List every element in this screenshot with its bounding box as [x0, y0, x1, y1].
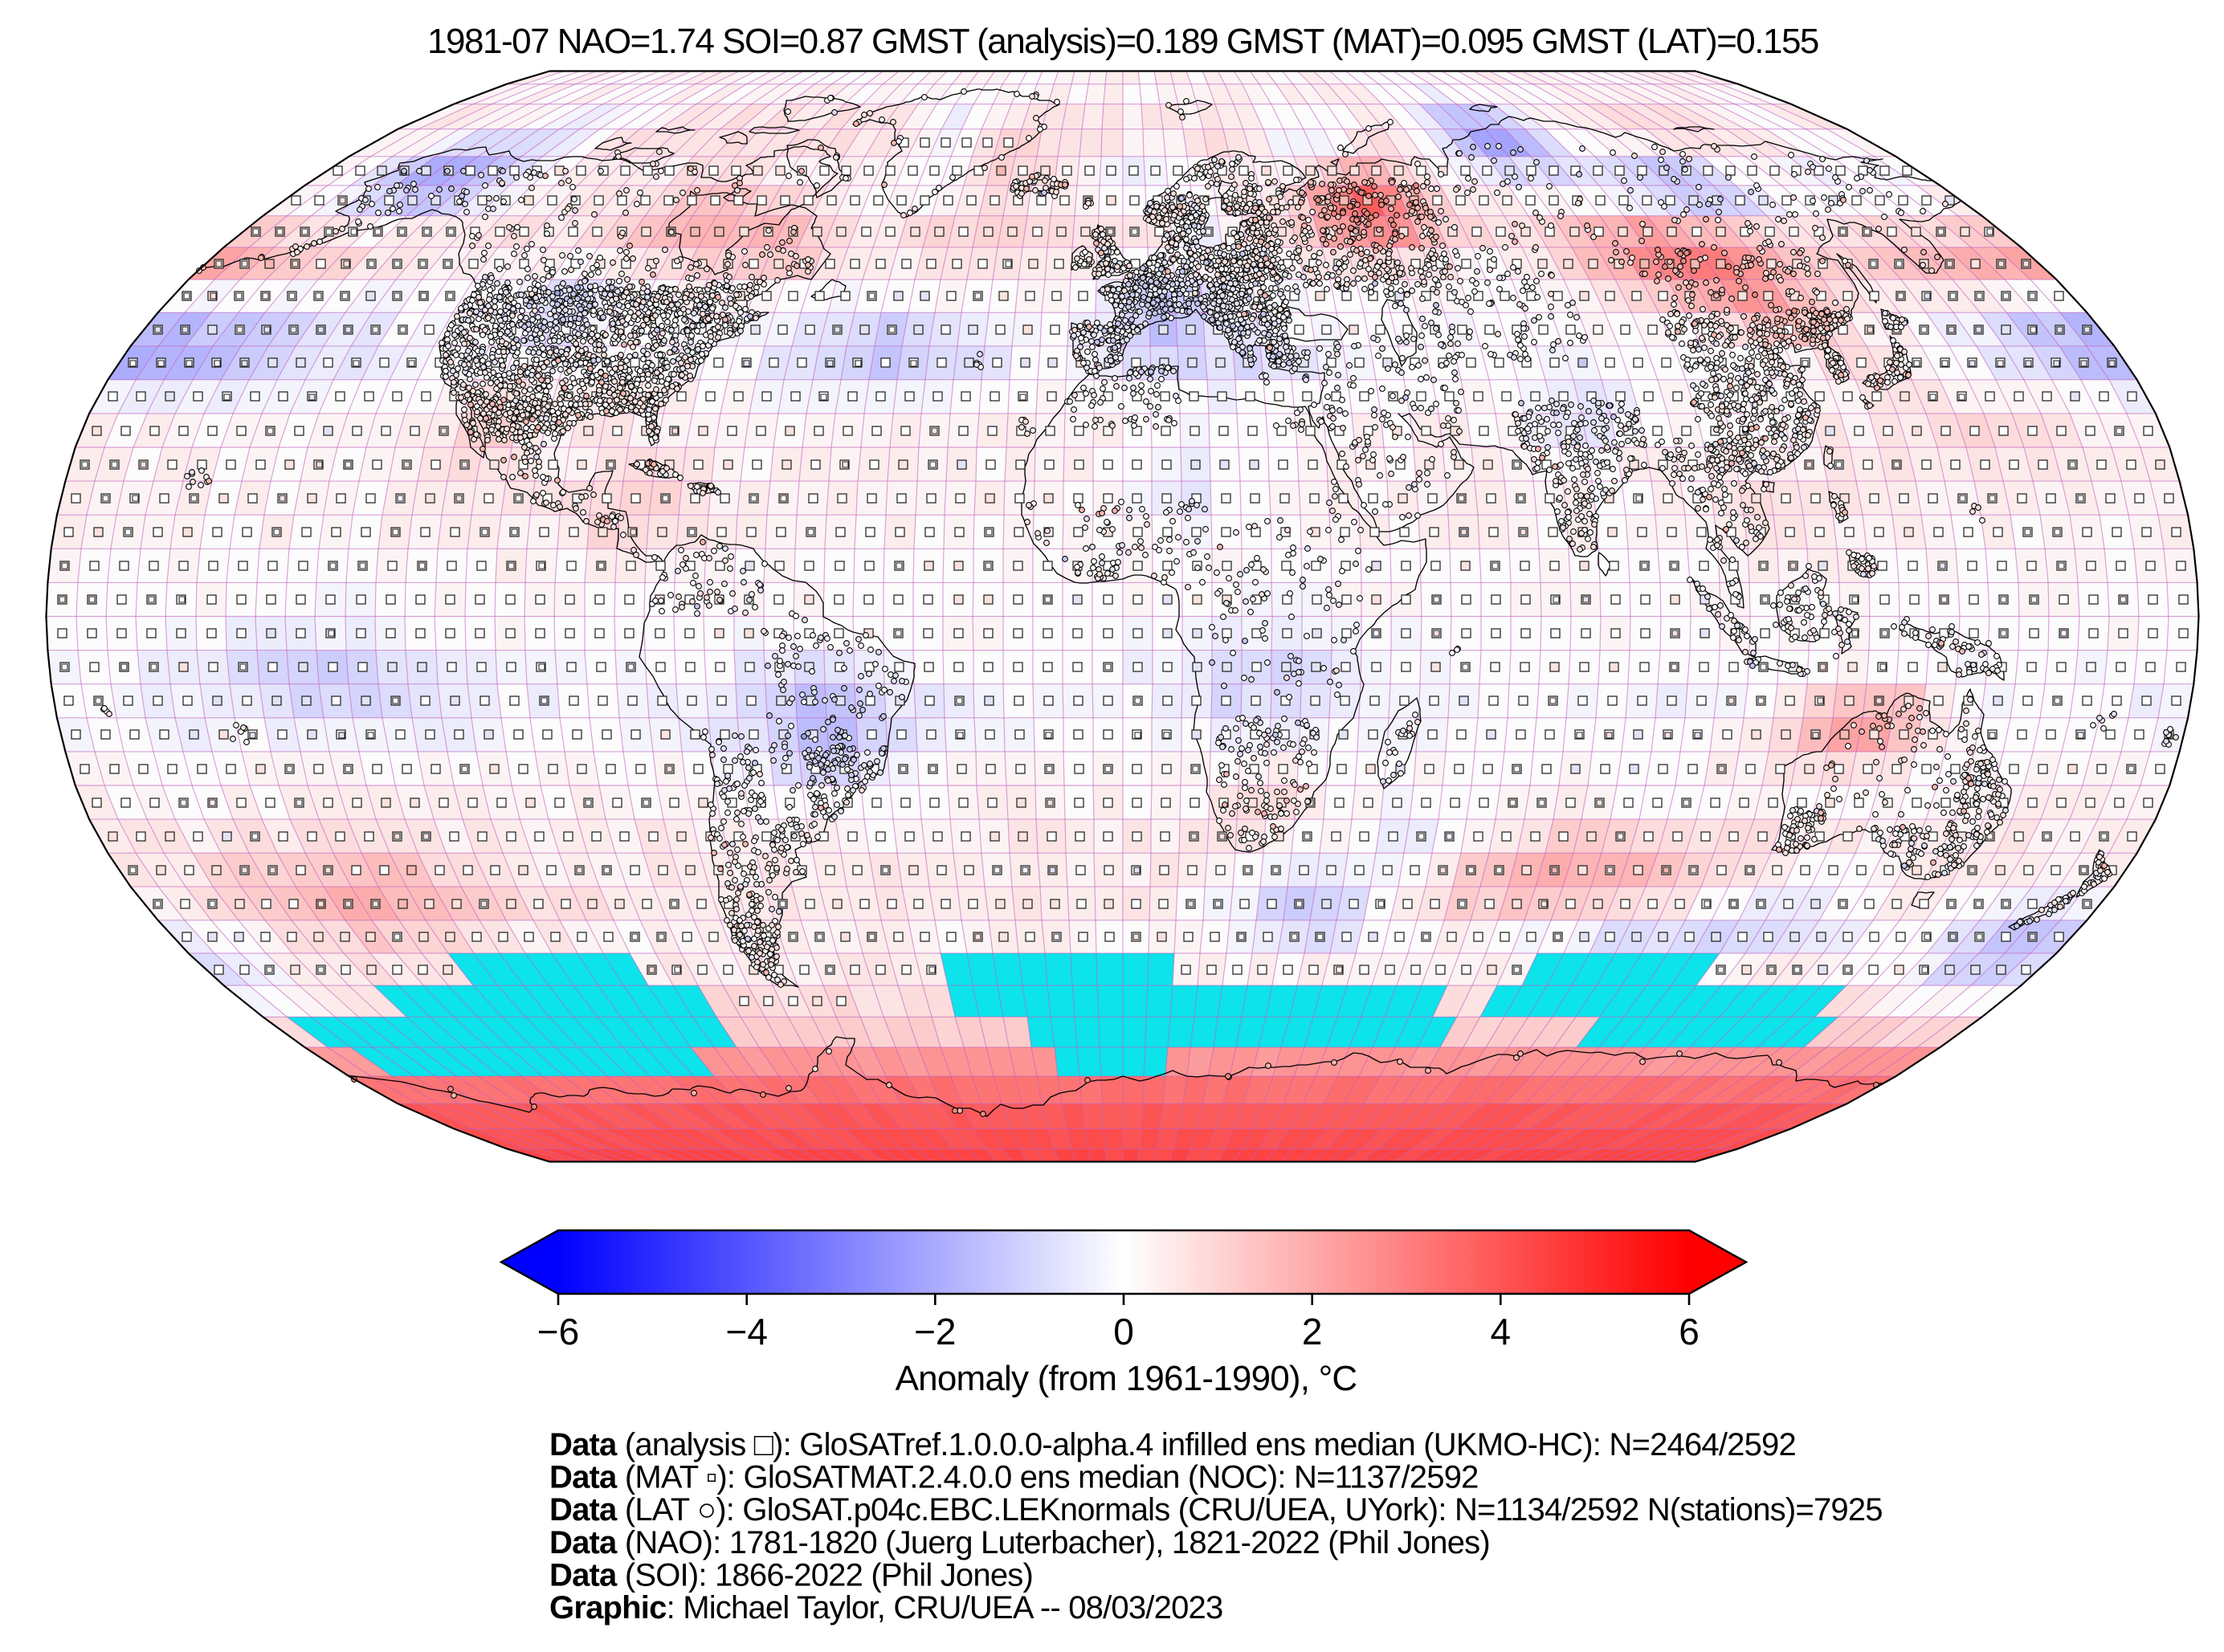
svg-text:−6: −6 — [537, 1311, 579, 1352]
svg-text:Data (NAO): 1781-1820 (Juerg L: Data (NAO): 1781-1820 (Juerg Luterbacher… — [549, 1525, 1490, 1560]
svg-text:−4: −4 — [725, 1311, 767, 1352]
svg-text:−2: −2 — [914, 1311, 956, 1352]
svg-text:Data (LAT ○): GloSAT.p04c.EBC.: Data (LAT ○): GloSAT.p04c.EBC.LEKnormals… — [549, 1492, 1883, 1528]
svg-text:1981-07 NAO=1.74 SOI=0.87 GMST: 1981-07 NAO=1.74 SOI=0.87 GMST (analysis… — [427, 22, 1818, 61]
svg-text:4: 4 — [1491, 1311, 1512, 1352]
svg-text:Anomaly (from 1961-1990), °C: Anomaly (from 1961-1990), °C — [896, 1359, 1357, 1398]
svg-text:0: 0 — [1113, 1311, 1134, 1352]
svg-text:Data (MAT ▫): GloSATMAT.2.4.0.: Data (MAT ▫): GloSATMAT.2.4.0.0 ens medi… — [549, 1460, 1479, 1495]
svg-text:2: 2 — [1302, 1311, 1323, 1352]
svg-text:6: 6 — [1679, 1311, 1700, 1352]
svg-text:Graphic: Michael Taylor, CRU/U: Graphic: Michael Taylor, CRU/UEA -- 08/0… — [549, 1590, 1222, 1625]
svg-text:Data (analysis □): GloSATref.1: Data (analysis □): GloSATref.1.0.0.0-alp… — [549, 1427, 1796, 1462]
svg-text:Data (SOI): 1866-2022 (Phil Jo: Data (SOI): 1866-2022 (Phil Jones) — [549, 1557, 1033, 1593]
